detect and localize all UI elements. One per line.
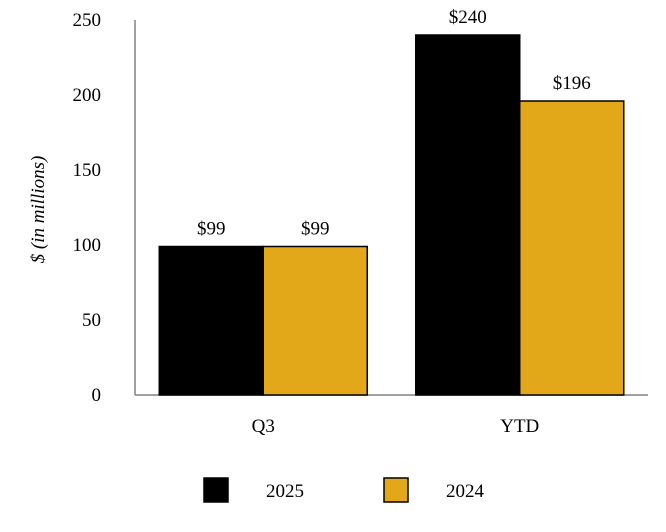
bar-2024-ytd — [519, 100, 625, 396]
y-tick-label: 150 — [73, 160, 102, 181]
data-label-2025-q3: $99 — [197, 219, 226, 240]
bar-2024-q3 — [262, 245, 368, 396]
x-category-label-q3: Q3 — [252, 416, 275, 437]
y-tick-label: 100 — [73, 235, 102, 256]
chart-axes: 0 50 100 150 200 250 $ (in millions) Q3 YTD — [28, 10, 648, 437]
data-label-2025-ytd: $240 — [449, 7, 487, 28]
legend-label-2025: 2025 — [266, 481, 304, 502]
chart-bars — [158, 34, 625, 396]
y-axis-label: $ (in millions) — [28, 156, 49, 264]
bar-2025-q3 — [158, 245, 264, 396]
y-tick-label: 250 — [73, 10, 102, 31]
chart-data-labels: $99 $99 $240 $196 — [197, 7, 591, 240]
bar-2025-ytd — [415, 34, 521, 396]
data-label-2024-ytd: $196 — [553, 73, 591, 94]
x-category-label-ytd: YTD — [500, 416, 539, 437]
legend-swatch-2024 — [383, 477, 409, 503]
legend-swatch-2025 — [203, 477, 229, 503]
chart-legend: 2025 2024 — [203, 477, 485, 503]
y-tick-label: 0 — [92, 385, 102, 406]
data-label-2024-q3: $99 — [301, 219, 330, 240]
y-tick-label: 200 — [73, 85, 102, 106]
y-tick-label: 50 — [82, 310, 101, 331]
legend-label-2024: 2024 — [446, 481, 485, 502]
